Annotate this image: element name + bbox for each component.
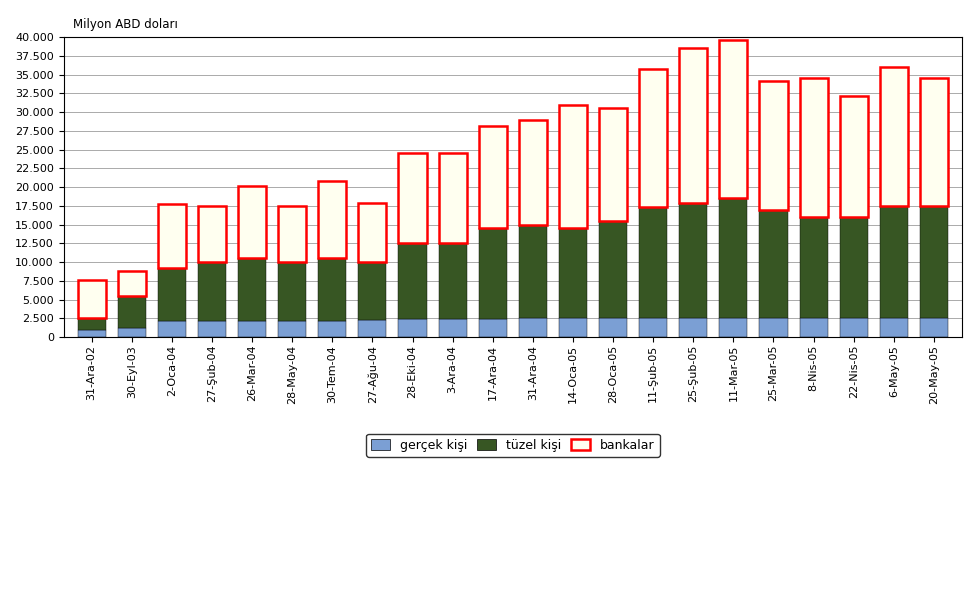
Bar xyxy=(359,203,387,262)
Bar xyxy=(118,296,146,328)
Bar xyxy=(399,154,427,243)
Bar xyxy=(559,319,587,337)
Bar xyxy=(879,206,908,319)
Bar xyxy=(639,69,667,208)
Bar xyxy=(599,221,627,319)
Bar xyxy=(439,244,467,319)
Bar xyxy=(319,259,347,321)
Bar xyxy=(198,206,226,262)
Bar xyxy=(719,40,747,198)
Bar xyxy=(759,81,787,210)
Bar xyxy=(879,67,908,206)
Bar xyxy=(278,206,306,262)
Bar xyxy=(759,210,787,319)
Bar xyxy=(479,229,507,319)
Bar xyxy=(359,320,387,337)
Bar xyxy=(118,271,146,296)
Bar xyxy=(278,321,306,337)
Bar xyxy=(759,319,787,337)
Bar xyxy=(77,331,106,337)
Bar xyxy=(198,321,226,337)
Bar xyxy=(77,280,106,319)
Bar xyxy=(599,319,627,337)
Bar xyxy=(519,120,547,225)
Bar xyxy=(439,319,467,337)
Bar xyxy=(839,96,868,217)
Bar xyxy=(920,206,948,319)
Bar xyxy=(679,203,707,318)
Bar xyxy=(519,225,547,319)
Bar xyxy=(920,319,948,337)
Bar xyxy=(559,229,587,319)
Bar xyxy=(719,318,747,337)
Bar xyxy=(399,243,427,319)
Bar xyxy=(238,259,266,321)
Bar xyxy=(319,321,347,337)
Bar xyxy=(839,319,868,337)
Bar xyxy=(559,105,587,229)
Bar xyxy=(679,318,707,337)
Bar xyxy=(479,319,507,337)
Bar xyxy=(319,181,347,259)
Bar xyxy=(679,49,707,203)
Bar xyxy=(399,319,427,337)
Bar xyxy=(639,319,667,337)
Bar xyxy=(599,109,627,221)
Bar xyxy=(519,319,547,337)
Bar xyxy=(439,154,467,244)
Bar xyxy=(238,186,266,259)
Legend: gerçek kişi, tüzel kişi, bankalar: gerçek kişi, tüzel kişi, bankalar xyxy=(366,434,659,457)
Bar xyxy=(198,262,226,321)
Bar xyxy=(799,217,828,319)
Bar xyxy=(839,217,868,319)
Bar xyxy=(77,319,106,331)
Bar xyxy=(920,79,948,206)
Bar xyxy=(639,208,667,319)
Bar xyxy=(879,319,908,337)
Bar xyxy=(719,198,747,318)
Bar xyxy=(238,321,266,337)
Bar xyxy=(359,262,387,320)
Text: Milyon ABD doları: Milyon ABD doları xyxy=(72,18,178,31)
Bar xyxy=(479,127,507,229)
Bar xyxy=(158,268,186,321)
Bar xyxy=(799,319,828,337)
Bar xyxy=(799,79,828,217)
Bar xyxy=(278,262,306,321)
Bar xyxy=(158,205,186,268)
Bar xyxy=(118,328,146,337)
Bar xyxy=(158,321,186,337)
